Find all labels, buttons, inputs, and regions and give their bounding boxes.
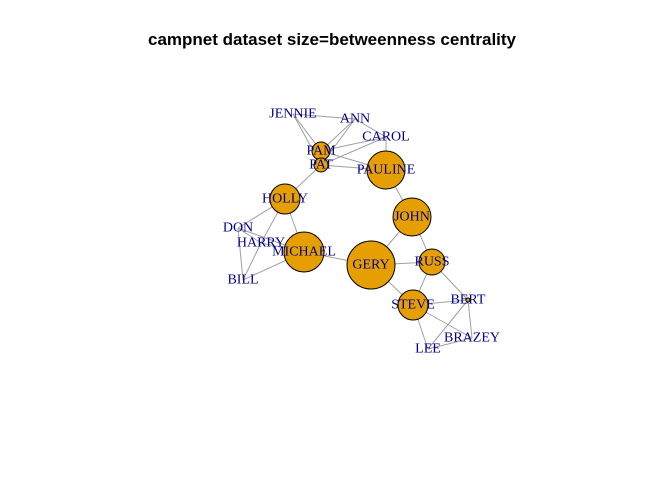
- node-label-gery: GERY: [352, 258, 389, 273]
- node-label-michael: MICHAEL: [272, 245, 336, 260]
- edge-don-harry: [237, 227, 262, 244]
- node-label-pam: PAM: [306, 144, 336, 159]
- node-pauline: [366, 150, 406, 190]
- node-russ: [418, 248, 446, 276]
- node-label-carol: CAROL: [362, 130, 409, 145]
- edge-layer: [237, 113, 473, 350]
- node-label-harry: HARRY: [237, 236, 285, 251]
- node-label-bert: BERT: [451, 293, 486, 308]
- node-label-pauline: PAULINE: [357, 163, 416, 178]
- node-john: [392, 197, 432, 237]
- node-gery: [346, 240, 396, 290]
- node-label-ann: ANN: [340, 112, 370, 127]
- edge-harry-bill: [242, 242, 262, 281]
- node-layer: [269, 141, 471, 321]
- node-label-lee: LEE: [415, 342, 441, 357]
- edge-bert-lee: [427, 299, 469, 350]
- node-holly: [269, 183, 301, 215]
- node-michael: [283, 231, 325, 273]
- edge-don-bill: [237, 227, 244, 281]
- node-bert: [465, 297, 471, 303]
- edge-carol-pam: [320, 136, 387, 152]
- node-label-steve: STEVE: [391, 298, 435, 313]
- node-label-russ: RUSS: [414, 255, 449, 270]
- edge-jennie-ann: [292, 113, 356, 120]
- edge-lee-brazey: [427, 337, 473, 350]
- edge-bert-brazey: [467, 299, 473, 339]
- plot-title: campnet dataset size=betweenness central…: [148, 30, 517, 49]
- node-steve: [397, 289, 429, 321]
- node-label-jennie: JENNIE: [269, 107, 316, 122]
- edge-carol-pat: [320, 136, 387, 166]
- node-label-bill: BILL: [227, 273, 258, 288]
- node-label-pat: PAT: [309, 158, 333, 173]
- edge-ann-carol: [354, 118, 387, 138]
- node-label-brazey: BRAZEY: [444, 331, 500, 346]
- node-pat: [313, 157, 329, 173]
- node-label-holly: HOLLY: [262, 192, 308, 207]
- node-label-john: JOHN: [394, 210, 430, 225]
- node-label-don: DON: [223, 221, 253, 236]
